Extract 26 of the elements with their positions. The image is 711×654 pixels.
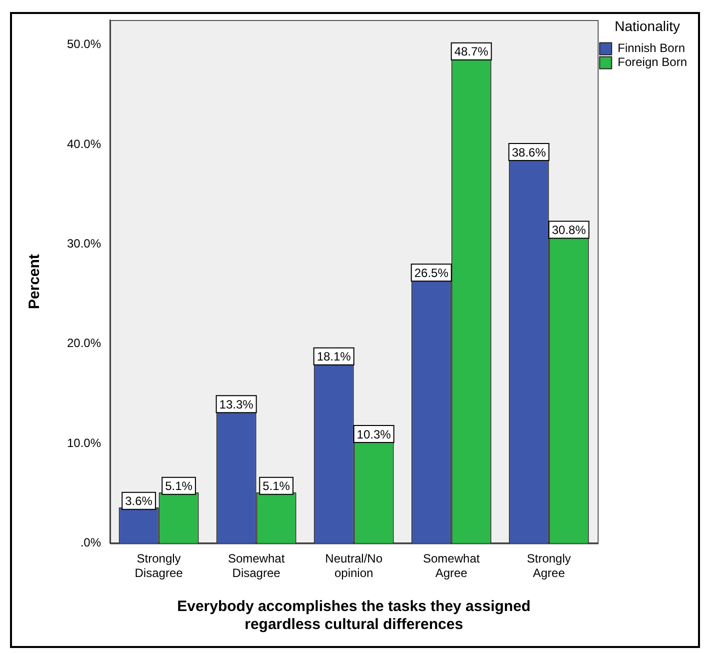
legend-title: Nationality (614, 18, 680, 34)
x-axis-title: Everybody accomplishes the tasks they assigned regardless cultural differences (177, 598, 531, 634)
legend-label: Finnish Born (618, 41, 686, 56)
x-tick-label: Strongly Agree (526, 552, 571, 580)
legend-label: Foreign Born (618, 55, 688, 70)
y-tick-label: .0% (80, 536, 102, 550)
y-tick-label: 10.0% (66, 436, 102, 450)
data-label: 13.3% (219, 397, 254, 412)
data-label: 38.6% (512, 145, 546, 160)
x-tick-label: Somewhat Disagree (228, 552, 286, 580)
x-tick-label: Strongly Disagree (134, 552, 184, 580)
data-label: 3.6% (125, 494, 153, 508)
data-label: 48.7% (454, 44, 489, 59)
data-label: 5.1% (262, 479, 290, 494)
y-tick-label: 50.0% (66, 37, 102, 52)
x-tick-label: Neutral/No opinion (325, 552, 383, 580)
y-tick-label: 40.0% (66, 136, 102, 151)
data-label: 10.3% (356, 427, 392, 442)
y-axis-title: Percent (26, 254, 44, 310)
data-label: 30.8% (552, 223, 586, 238)
y-tick-label: 30.0% (66, 236, 102, 251)
data-label: 26.5% (414, 266, 449, 280)
x-tick-label: Somewhat Agree (423, 552, 480, 580)
y-tick-label: 20.0% (66, 336, 102, 350)
data-label: 5.1% (165, 479, 193, 494)
data-label: 18.1% (316, 350, 352, 364)
